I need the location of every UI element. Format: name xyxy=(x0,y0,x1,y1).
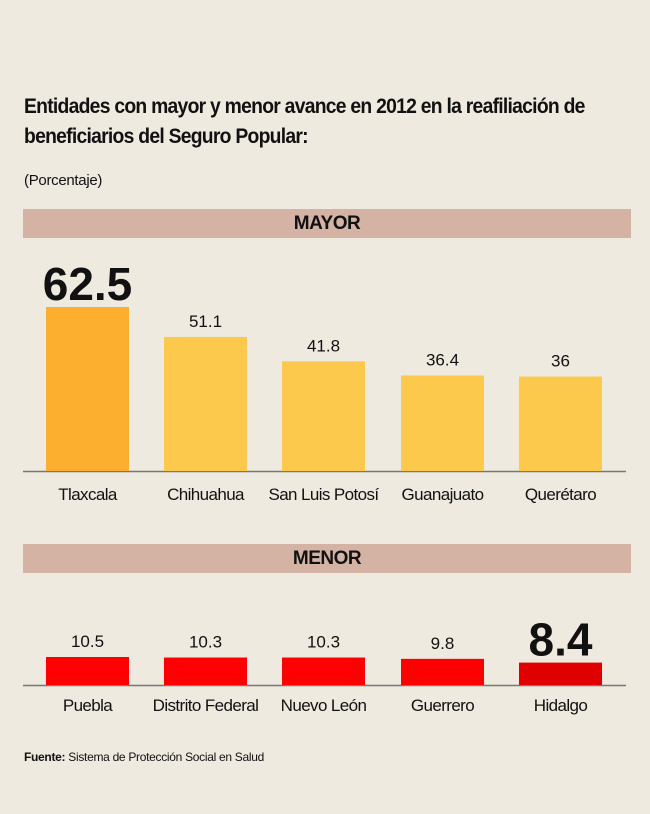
mayor-value-label: 36 xyxy=(551,352,570,371)
section-header-menor: MENOR xyxy=(23,544,631,573)
section-header-mayor: MAYOR xyxy=(23,209,631,238)
source-text: Sistema de Protección Social en Salud xyxy=(68,750,264,764)
menor-value-label: 8.4 xyxy=(529,614,593,666)
source-label: Fuente: xyxy=(24,750,66,764)
mayor-category-label: Tlaxcala xyxy=(58,485,118,504)
mayor-bar-tlaxcala xyxy=(46,307,129,471)
mayor-value-label: 36.4 xyxy=(426,350,459,369)
mayor-value-label: 62.5 xyxy=(43,258,133,310)
mayor-value-label: 41.8 xyxy=(307,336,340,355)
mayor-category-label: San Luis Potosí xyxy=(268,485,379,504)
chart-subtitle: (Porcentaje) xyxy=(24,172,103,189)
chart-title: Entidades con mayor y menor avance en 20… xyxy=(24,95,585,148)
mayor-bar-querétaro xyxy=(519,376,602,471)
mayor-category-label: Guanajuato xyxy=(402,485,484,504)
mayor-value-label: 51.1 xyxy=(189,312,222,331)
menor-category-label: Nuevo León xyxy=(281,696,367,715)
source-note: Fuente: Sistema de Protección Social en … xyxy=(24,750,264,764)
mayor-bar-chihuahua xyxy=(164,336,247,471)
menor-bar-distrito-federal xyxy=(164,657,247,685)
menor-bar-hidalgo xyxy=(519,662,602,685)
mayor-category-label: Chihuahua xyxy=(167,485,245,504)
menor-value-label: 10.5 xyxy=(71,632,104,651)
mayor-bar-san-luis-potosí xyxy=(282,361,365,471)
menor-value-label: 10.3 xyxy=(307,633,340,652)
menor-bar-guerrero xyxy=(401,658,484,685)
menor-bar-puebla xyxy=(46,657,129,685)
menor-category-label: Guerrero xyxy=(411,696,474,715)
menor-category-label: Distrito Federal xyxy=(153,696,259,715)
menor-category-label: Hidalgo xyxy=(534,696,588,715)
menor-value-label: 10.3 xyxy=(189,633,222,652)
menor-value-label: 9.8 xyxy=(431,634,455,653)
mayor-category-label: Querétaro xyxy=(525,485,596,504)
menor-category-label: Puebla xyxy=(63,696,113,715)
mayor-bar-guanajuato xyxy=(401,375,484,471)
menor-bar-nuevo-león xyxy=(282,657,365,685)
